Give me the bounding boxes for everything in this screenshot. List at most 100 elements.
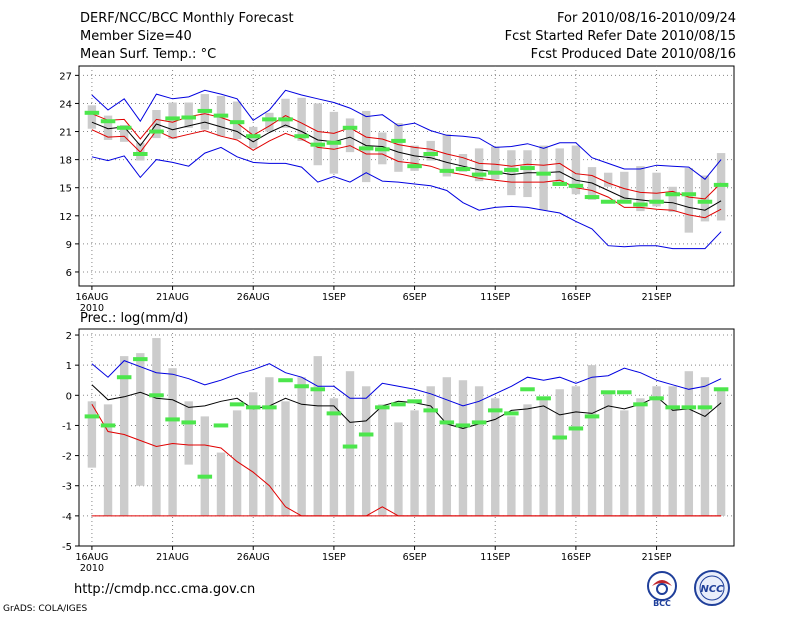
plot-frame — [78, 65, 735, 287]
box-bar — [539, 398, 548, 516]
y-tick-label: 1 — [66, 361, 72, 372]
mean-marker — [165, 116, 180, 121]
box-bar — [281, 401, 290, 516]
temperature-panel: 6 9 12 15 18 21 24 27 16AUG 21AUG 26AUG 1SEP 6SEP 11S… — [59, 65, 735, 314]
box-bar — [684, 168, 694, 233]
box-bar — [491, 398, 500, 516]
box-bar — [345, 118, 355, 153]
start-date-label: Fcst Started Refer Date 2010/08/15 — [504, 29, 736, 44]
box-bar — [571, 386, 581, 516]
mean-marker — [520, 166, 535, 171]
mean-marker — [681, 405, 697, 410]
mean-marker — [149, 129, 164, 134]
y-tick-label: 12 — [59, 212, 72, 223]
y-tick-label: 15 — [59, 184, 72, 195]
mean-marker — [600, 390, 616, 395]
mean-marker — [116, 125, 132, 130]
mean-marker — [84, 110, 100, 115]
mean-marker — [584, 195, 600, 200]
box-bar — [426, 140, 435, 161]
median-line — [91, 384, 722, 430]
mean-marker — [713, 182, 729, 187]
mean-marker — [520, 387, 535, 392]
mean-marker — [487, 408, 503, 413]
x-tick-label: 16SEP — [561, 292, 591, 303]
box-bar — [313, 103, 322, 166]
box-bar — [620, 171, 629, 202]
box-bar — [313, 356, 322, 516]
x-tick-label: 21SEP — [642, 552, 672, 563]
mean-marker — [471, 420, 487, 425]
precipitation-panel: -5 -4 -3 -2 -1 0 1 2 16AUG 21AUG 26AUG 1SEP 6SEP 11SE… — [62, 328, 735, 574]
mean-marker — [487, 170, 503, 175]
box-bar — [474, 148, 484, 182]
box-bar — [587, 365, 597, 516]
box-bar — [539, 145, 548, 211]
mean-marker — [133, 357, 148, 362]
box-bar — [668, 186, 677, 213]
x-tick-label: 21AUG — [156, 552, 189, 563]
box-bar — [119, 356, 129, 516]
x-tick-label: 1SEP — [322, 292, 346, 303]
mean-marker — [100, 423, 116, 428]
box-bar — [345, 371, 355, 516]
x-tick-label: 16AUG — [75, 552, 108, 563]
grads-credit: GrADS: COLA/IGES — [3, 604, 88, 614]
y-tick-label: 24 — [59, 99, 72, 110]
mean-marker — [262, 117, 277, 122]
x-tick-label: 11SEP — [480, 292, 510, 303]
y-tick-label: -4 — [62, 512, 72, 523]
mean-marker — [133, 152, 148, 156]
x-tick-label: 6SEP — [403, 552, 427, 563]
box-bar — [442, 377, 452, 516]
mean-marker — [342, 444, 358, 449]
box-bar — [636, 398, 645, 516]
mean-marker — [536, 171, 551, 176]
box-bar — [426, 386, 435, 516]
mean-marker — [213, 113, 229, 118]
y-tick-label: -3 — [62, 482, 72, 493]
box-bar — [184, 401, 193, 465]
x-tick-label: 21SEP — [642, 292, 672, 303]
box-bar — [603, 392, 613, 516]
y-tick-label: 21 — [59, 128, 72, 139]
mean-marker — [310, 142, 326, 147]
box-bar — [555, 148, 564, 184]
box-bar — [458, 154, 468, 172]
box-bar — [652, 172, 661, 207]
x-tick-label: 21AUG — [156, 292, 189, 303]
median-line — [91, 121, 722, 211]
mean-marker — [649, 199, 664, 204]
forecast-period-label: For 2010/08/16-2010/09/24 — [557, 11, 736, 26]
box-bar — [555, 389, 564, 516]
box-bar — [410, 410, 419, 516]
mean-marker — [294, 134, 309, 139]
mean-marker — [326, 140, 342, 145]
box-bar — [87, 401, 97, 468]
bcc-logo-text: BCC — [653, 599, 671, 608]
box-bar — [474, 386, 484, 516]
mean-marker — [391, 402, 406, 407]
mean-marker — [455, 166, 471, 171]
mean-marker — [375, 405, 390, 410]
chart-title: DERF/NCC/BCC Monthly Forecast — [80, 11, 294, 26]
mean-marker — [229, 120, 245, 125]
box-bar — [168, 368, 177, 516]
mean-marker — [342, 125, 358, 130]
box-bar — [329, 398, 339, 516]
box-bar — [668, 386, 677, 516]
box-bar — [103, 404, 113, 516]
mean-marker — [681, 192, 697, 197]
box-bar — [442, 134, 452, 177]
mean-marker — [100, 119, 116, 124]
mean-marker — [713, 387, 729, 392]
box-bar — [523, 404, 532, 516]
mean-marker — [504, 411, 519, 416]
box-bar — [232, 410, 242, 516]
box-bar — [249, 392, 258, 516]
x-tick-sublabel: 2010 — [80, 303, 104, 314]
box-bar — [571, 145, 581, 195]
mean-marker — [245, 134, 261, 139]
box-bar — [458, 380, 468, 516]
